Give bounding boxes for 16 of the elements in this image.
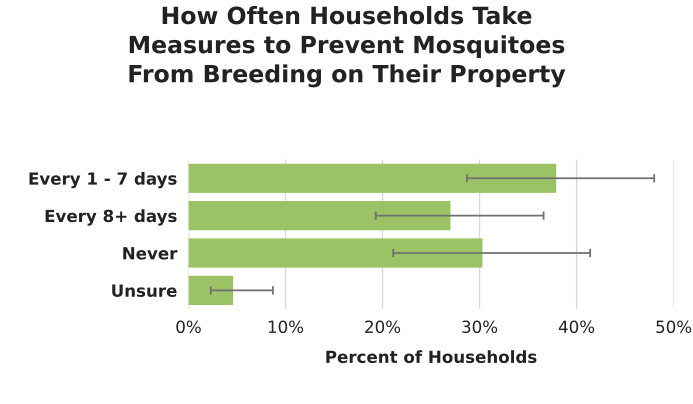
x-tick-label: 10% — [268, 320, 304, 334]
bar — [188, 201, 450, 230]
bar — [188, 238, 482, 268]
y-tick-label: Unsure — [112, 284, 177, 297]
bar — [188, 164, 556, 193]
chart-title: How Often Households Take Measures to Prevent Mosquitoes From Breeding on Their Property — [129, 6, 566, 88]
x-tick-label: 30% — [462, 320, 498, 334]
x-tick-label: 50% — [656, 320, 692, 334]
y-tick-label: Every 8+ days — [46, 209, 177, 226]
y-tick-label: Never — [123, 247, 178, 260]
x-tick-label: 20% — [365, 320, 400, 334]
x-axis-title: Percent of Households — [326, 350, 536, 364]
bar — [188, 276, 234, 305]
y-tick-label: Every 1 - 7 days — [30, 172, 177, 188]
x-tick-label: 40% — [558, 320, 594, 334]
x-tick-label: 0% — [176, 320, 201, 334]
